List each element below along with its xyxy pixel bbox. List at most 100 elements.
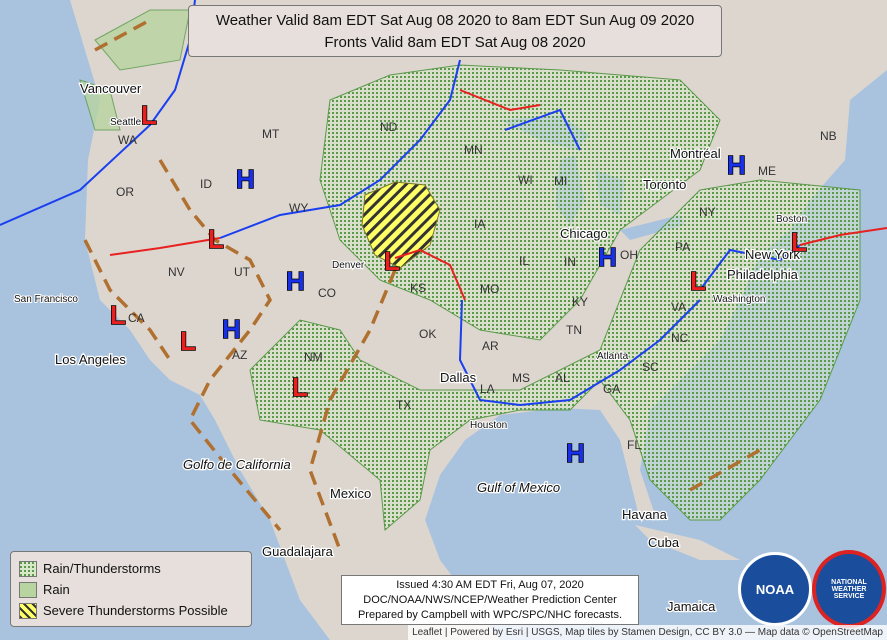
- state-label: MT: [262, 127, 280, 141]
- legend: Rain/Thunderstorms Rain Severe Thunderst…: [10, 551, 252, 627]
- state-label: UT: [234, 265, 251, 279]
- state-label: TX: [396, 398, 411, 412]
- city-label: Chicago: [560, 226, 608, 241]
- state-label: NM: [304, 350, 323, 364]
- legend-label: Rain: [43, 582, 70, 597]
- precip-area: [94, 9, 191, 71]
- city-label: Golfo de California: [183, 457, 291, 472]
- pressure-center: L: [180, 326, 196, 356]
- warm-front: [459, 89, 541, 112]
- pressure-center: L: [110, 300, 126, 330]
- noaa-logo: NOAA: [738, 552, 812, 626]
- state-label: AZ: [232, 348, 247, 362]
- state-label: ME: [758, 164, 776, 178]
- title-line: Fronts Valid 8am EDT Sat Aug 08 2020: [324, 34, 586, 51]
- warm-front: [394, 248, 466, 301]
- state-label: NV: [168, 265, 185, 279]
- issued-box: Issued 4:30 AM EDT Fri, Aug 07, 2020 DOC…: [341, 575, 639, 625]
- legend-swatch: [19, 560, 37, 577]
- trough: [689, 448, 761, 492]
- warm-front: [109, 237, 221, 256]
- state-label: AR: [482, 339, 499, 353]
- severe-area: [361, 181, 441, 269]
- state-label: WY: [289, 201, 308, 215]
- city-label: San Francisco: [14, 294, 78, 305]
- city-label: Seattle: [110, 117, 142, 128]
- legend-item: Severe Thunderstorms Possible: [19, 600, 243, 621]
- city-label: Cuba: [648, 535, 680, 550]
- pressure-center: H: [598, 242, 617, 272]
- state-label: SC: [642, 360, 659, 374]
- city-label: Havana: [622, 507, 668, 522]
- state-label: CA: [128, 311, 145, 325]
- state-label: KS: [410, 281, 426, 295]
- trough: [83, 239, 172, 361]
- issued-line: Prepared by Campbell with WPC/SPC/NHC fo…: [357, 609, 623, 621]
- state-label: TN: [566, 323, 582, 337]
- state-label: KY: [572, 295, 588, 309]
- legend-label: Severe Thunderstorms Possible: [43, 603, 228, 618]
- state-label: VA: [671, 300, 686, 314]
- pressure-center: H: [222, 314, 241, 344]
- city-label: Boston: [776, 214, 807, 225]
- cold-front: [458, 299, 701, 407]
- legend-item: Rain/Thunderstorms: [19, 558, 243, 579]
- legend-swatch: [19, 581, 37, 598]
- pressure-center: L: [690, 266, 706, 296]
- state-label: MN: [464, 143, 483, 157]
- state-label: WI: [518, 173, 533, 187]
- city-label: Toronto: [643, 177, 686, 192]
- state-label: NY: [699, 205, 716, 219]
- city-label: New York: [745, 247, 800, 262]
- pressure-center: L: [292, 372, 308, 402]
- state-label: LA: [480, 382, 495, 396]
- legend-item: Rain: [19, 579, 243, 600]
- city-label: Denver: [332, 260, 365, 271]
- attribution[interactable]: Leaflet | Powered by Esri | USGS, Map ti…: [408, 625, 887, 640]
- state-label: PA: [675, 240, 690, 254]
- state-label: OR: [116, 185, 134, 199]
- city-label: Dallas: [440, 370, 477, 385]
- pressure-center: H: [727, 150, 746, 180]
- pressure-center: H: [286, 266, 305, 296]
- warm-front: [799, 227, 887, 246]
- pressure-center: L: [384, 246, 400, 276]
- state-label: ND: [380, 120, 398, 134]
- city-label: Jamaica: [667, 599, 716, 614]
- cold-front: [219, 59, 461, 239]
- state-label: CO: [318, 286, 336, 300]
- state-label: NB: [820, 129, 837, 143]
- state-label: MI: [554, 174, 567, 188]
- city-label: Guadalajara: [262, 544, 334, 559]
- cold-front: [699, 244, 801, 291]
- precip-area: [249, 179, 861, 532]
- precip-area: [319, 64, 721, 341]
- state-label: IL: [519, 254, 529, 268]
- precip-area: [79, 79, 121, 131]
- city-label: Vancouver: [80, 81, 142, 96]
- title-box: Weather Valid 8am EDT Sat Aug 08 2020 to…: [188, 5, 722, 57]
- state-label: GA: [603, 382, 620, 396]
- city-label: Houston: [470, 420, 507, 431]
- city-label: Mexico: [330, 486, 371, 501]
- trough: [158, 159, 282, 532]
- cold-front: [504, 108, 581, 151]
- state-label: MO: [480, 282, 499, 296]
- city-label: Atlanta: [597, 351, 629, 362]
- legend-label: Rain/Thunderstorms: [43, 561, 161, 576]
- city-label: Gulf of Mexico: [477, 480, 560, 495]
- issued-line: DOC/NOAA/NWS/NCEP/Weather Prediction Cen…: [363, 594, 617, 606]
- pressure-center: L: [141, 100, 157, 130]
- nws-logo: NATIONAL WEATHER SERVICE: [812, 550, 886, 628]
- pressure-center: L: [791, 227, 807, 257]
- state-label: WA: [118, 133, 137, 147]
- city-label: Montréal: [670, 146, 721, 161]
- city-label: Los Angeles: [55, 352, 126, 367]
- trough: [94, 18, 151, 52]
- state-label: OK: [419, 327, 436, 341]
- state-label: NC: [671, 331, 689, 345]
- pressure-center: L: [208, 224, 224, 254]
- state-label: MS: [512, 371, 530, 385]
